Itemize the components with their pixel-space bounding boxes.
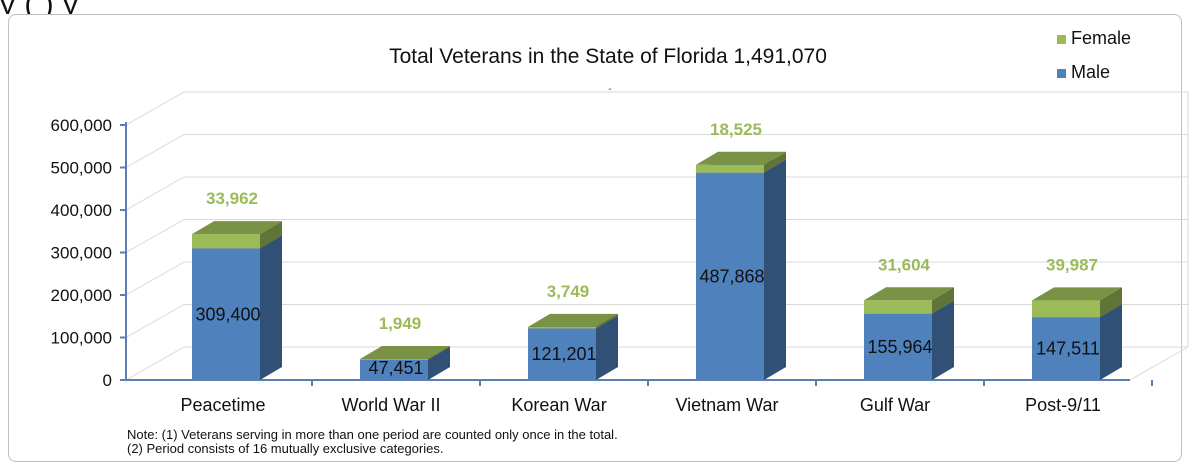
y-tick-label-3: 300,000 xyxy=(51,244,112,263)
bar-female-1-top xyxy=(360,346,450,360)
label-male-2: 121,201 xyxy=(531,344,596,364)
bar-male-1-side xyxy=(428,346,450,380)
bar-male-2-side xyxy=(596,315,618,380)
bar-male-3-side xyxy=(764,159,786,380)
gridline-6 xyxy=(125,91,1188,126)
bar-female-0-side xyxy=(260,221,282,249)
category-label-5: Post-9/11 xyxy=(1025,395,1101,415)
gridline-5 xyxy=(125,134,1188,168)
label-female-5: 39,987 xyxy=(1046,255,1098,274)
gridline-2 xyxy=(125,261,1188,296)
gridline-0 xyxy=(125,346,1188,381)
legend-label-male: Male xyxy=(1071,62,1110,82)
chart-note: Note: (1) Veterans serving in more than … xyxy=(127,428,618,456)
bar-male-0-front xyxy=(192,248,260,380)
floor-edge xyxy=(1129,346,1189,381)
legend-swatch-male xyxy=(1057,69,1066,78)
label-male-0: 309,400 xyxy=(195,304,260,324)
bar-female-2-side xyxy=(596,313,618,329)
y-tick-label-6: 600,000 xyxy=(51,116,112,135)
bar-female-5-front xyxy=(1032,300,1100,318)
bar-female-3-side xyxy=(764,151,786,173)
cropped-header-text: y ( ) y xyxy=(0,0,1190,14)
y-tick-label-5: 500,000 xyxy=(51,159,112,178)
bar-female-3-top xyxy=(696,151,786,165)
y-tick-label-0: 0 xyxy=(103,371,112,390)
category-label-2: Korean War xyxy=(511,395,606,415)
label-female-4: 31,604 xyxy=(878,255,931,274)
bar-male-0-side xyxy=(260,235,282,380)
label-male-3: 487,868 xyxy=(699,266,764,286)
bar-male-1-front xyxy=(360,359,428,380)
bar-male-5-front xyxy=(1032,317,1100,380)
label-female-3: 18,525 xyxy=(710,120,762,139)
note-line-2: (2) Period consists of 16 mutually exclu… xyxy=(127,441,444,456)
bar-female-1-side xyxy=(428,346,450,360)
bar-male-2-front xyxy=(528,328,596,380)
legend-label-female: Female xyxy=(1071,28,1131,48)
label-female-1: 1,949 xyxy=(379,314,422,333)
bar-female-4-front xyxy=(864,300,932,314)
bar-female-1-front xyxy=(360,359,428,360)
bar-male-4-side xyxy=(932,300,954,380)
bar-male-4-front xyxy=(864,313,932,380)
y-tick-label-2: 200,000 xyxy=(51,286,112,305)
category-label-1: World War II xyxy=(341,395,440,415)
bar-female-0-front xyxy=(192,234,260,249)
gridline-4 xyxy=(125,176,1188,211)
bar-female-5-side xyxy=(1100,287,1122,318)
legend-swatch-female xyxy=(1057,35,1066,44)
category-label-0: Peacetime xyxy=(180,395,265,415)
bar-female-4-top xyxy=(864,287,954,301)
bar-female-2-top xyxy=(528,313,618,327)
bar-female-5-top xyxy=(1032,287,1122,301)
label-female-0: 33,962 xyxy=(206,189,258,208)
bar-female-2-front xyxy=(528,326,596,329)
bar-female-0-top xyxy=(192,221,282,235)
bar-male-5-side xyxy=(1100,304,1122,380)
category-label-3: Vietnam War xyxy=(675,395,778,415)
note-line-1: Note: (1) Veterans serving in more than … xyxy=(127,427,618,442)
bar-female-3-front xyxy=(696,164,764,173)
gridline-3 xyxy=(125,219,1188,253)
label-male-5: 147,511 xyxy=(1036,339,1100,359)
y-tick-label-4: 400,000 xyxy=(51,201,112,220)
y-tick-label-1: 100,000 xyxy=(51,329,112,348)
label-male-4: 155,964 xyxy=(867,337,932,357)
chart-title: Total Veterans in the State of Florida 1… xyxy=(389,45,827,68)
label-female-2: 3,749 xyxy=(547,282,590,301)
bar-male-3-front xyxy=(696,172,764,380)
bar-female-4-side xyxy=(932,287,954,314)
label-male-1: 47,451 xyxy=(368,358,423,378)
gridline-1 xyxy=(125,304,1188,338)
chart-title-mark: - xyxy=(608,84,611,95)
category-label-4: Gulf War xyxy=(860,395,930,415)
cropped-header-strip: y ( ) y xyxy=(0,0,1190,14)
